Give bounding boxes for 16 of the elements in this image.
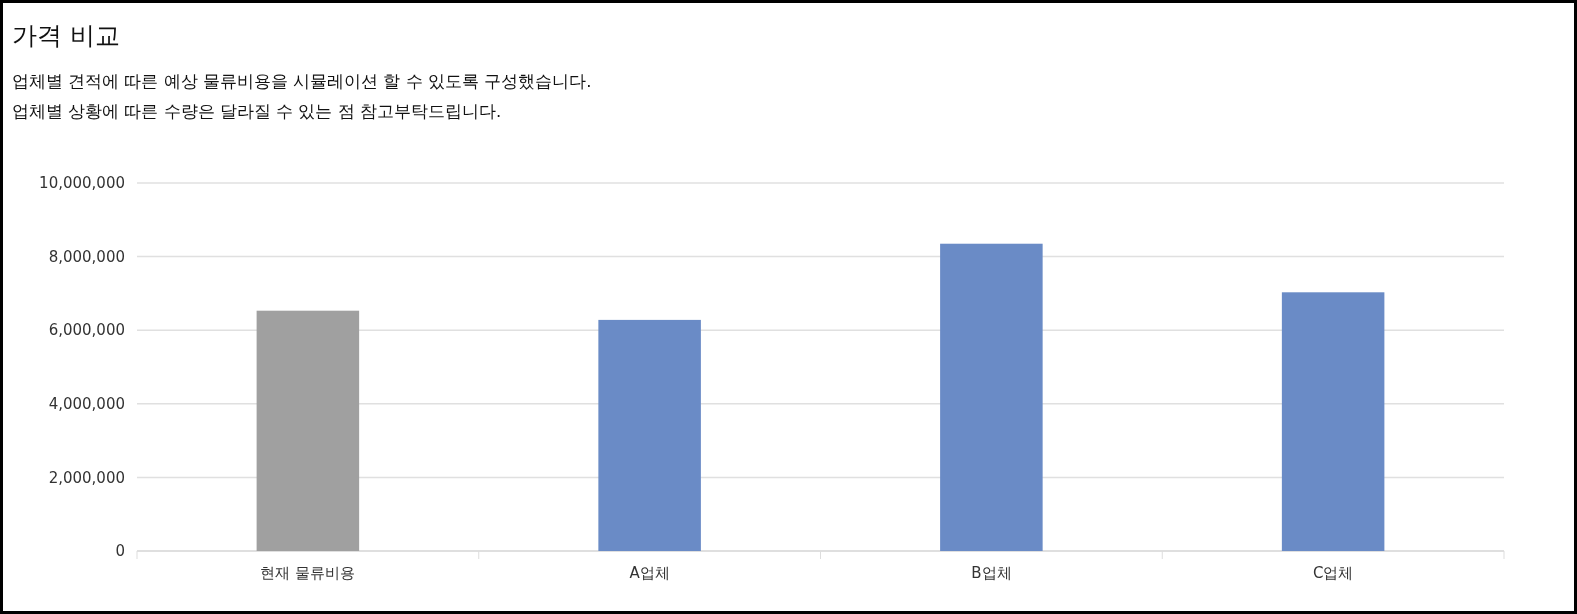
x-tick-label: C업체 — [1312, 564, 1354, 582]
bar — [256, 310, 360, 551]
chart-subtitle: 업체별 견적에 따른 예상 물류비용을 시뮬레이션 할 수 있도록 구성했습니다. 업체별 상황에 따른 수량은 달라질 수 있는 점 참고부탁드립니다. — [12, 72, 592, 121]
chart-title: 가격 비교 — [12, 21, 120, 50]
x-tick-label: 현재 물류비용 — [260, 564, 356, 582]
x-tick-label: B업체 — [971, 564, 1012, 582]
bar — [940, 243, 1043, 551]
y-tick-label: 8,000,000 — [48, 247, 125, 266]
y-tick-label: 0 — [115, 542, 125, 561]
y-tick-label: 10,000,000 — [39, 174, 125, 193]
x-tick-label: A업체 — [629, 564, 670, 582]
bar — [598, 319, 701, 551]
y-tick-label: 4,000,000 — [48, 395, 125, 414]
bar — [1281, 292, 1385, 551]
y-tick-label: 2,000,000 — [48, 468, 125, 487]
y-tick-label: 6,000,000 — [48, 321, 125, 340]
